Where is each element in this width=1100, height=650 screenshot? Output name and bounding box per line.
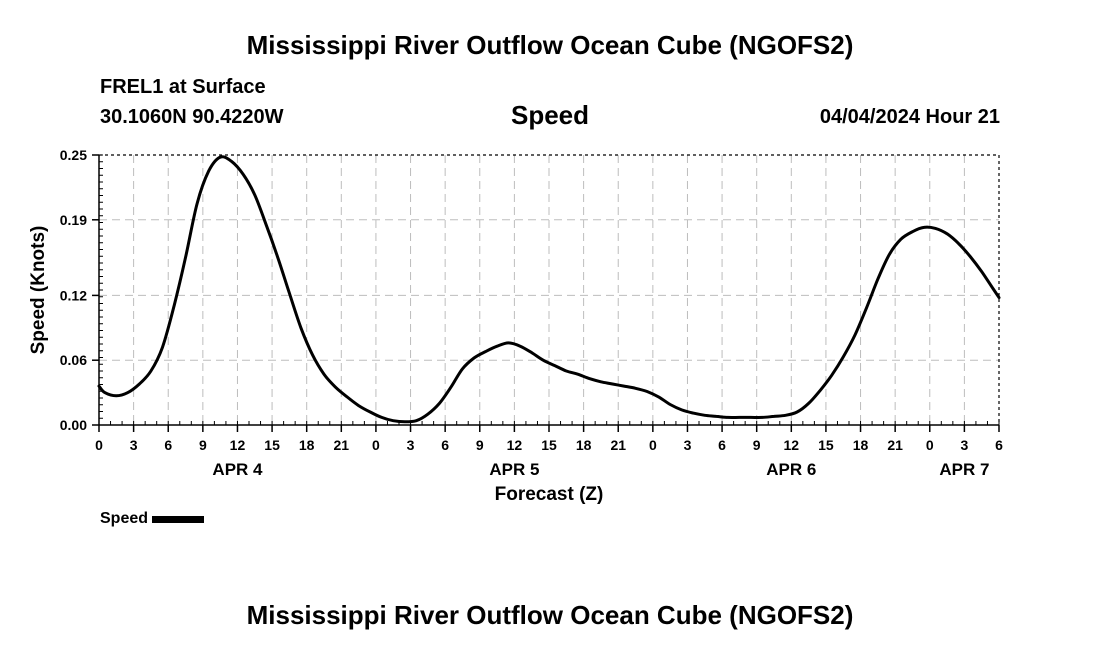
y-tick-label-1: 0.06: [60, 352, 87, 368]
station-label: FREL1 at Surface: [100, 76, 266, 98]
x-tick-label-12: 12: [507, 437, 523, 453]
legend-swatch: [152, 515, 205, 523]
x-tick-label-0: 0: [95, 437, 103, 453]
x-tick-label-5: 15: [264, 437, 280, 453]
x-tick-label-9: 3: [407, 437, 415, 453]
x-tick-label-13: 15: [541, 437, 557, 453]
x-tick-label-18: 6: [718, 437, 726, 453]
x-tick-label-2: 6: [164, 437, 172, 453]
date-label-1: APR 5: [489, 460, 539, 479]
y-tick-label-2: 0.12: [60, 287, 87, 303]
y-tick-label-4: 0.25: [60, 147, 87, 163]
date-label-2: APR 6: [766, 460, 816, 479]
x-tick-label-14: 18: [576, 437, 592, 453]
x-tick-label-23: 21: [887, 437, 903, 453]
x-tick-label-17: 3: [684, 437, 692, 453]
x-tick-label-20: 12: [784, 437, 800, 453]
station-coordinates: 30.1060N 90.4220W: [100, 106, 284, 128]
labels-layer: 0.00 0.06 0.12 0.19 0.25 0 3 6 9 12 15 18 21 0 3 6 9 12 15…: [28, 147, 1003, 505]
x-tick-label-7: 21: [334, 437, 350, 453]
chart-title: Mississippi River Outflow Ocean Cube (NG…: [246, 30, 854, 60]
x-tick-label-24: 0: [926, 437, 934, 453]
y-axis-title: Speed (Knots): [28, 226, 49, 355]
date-label-0: APR 4: [212, 460, 263, 479]
x-tick-label-6: 18: [299, 437, 315, 453]
x-tick-label-10: 6: [441, 437, 449, 453]
series-layer: [97, 155, 1001, 424]
x-tick-label-26: 6: [995, 437, 1003, 453]
axes-layer: [92, 154, 1000, 432]
legend: Speed: [100, 510, 205, 528]
x-tick-label-16: 0: [649, 437, 657, 453]
x-tick-label-11: 9: [476, 437, 484, 453]
x-axis-title: Forecast (Z): [495, 484, 604, 505]
grid-layer: [99, 155, 999, 425]
date-label-3: APR 7: [939, 460, 989, 479]
x-tick-label-3: 9: [199, 437, 207, 453]
legend-label: Speed: [100, 510, 149, 527]
x-tick-label-19: 9: [753, 437, 761, 453]
y-tick-label-0: 0.00: [60, 417, 87, 433]
forecast-datetime: 04/04/2024 Hour 21: [819, 106, 1000, 128]
x-tick-label-15: 21: [610, 437, 626, 453]
x-tick-label-1: 3: [130, 437, 138, 453]
x-tick-label-4: 12: [230, 437, 246, 453]
footer-title: Mississippi River Outflow Ocean Cube (NG…: [246, 600, 854, 630]
y-tick-label-3: 0.19: [60, 212, 87, 228]
variable-title: Speed: [510, 100, 590, 130]
x-tick-label-21: 15: [818, 437, 834, 453]
x-tick-label-25: 3: [960, 437, 968, 453]
x-tick-label-8: 0: [372, 437, 380, 453]
series-line-speed: [97, 155, 1001, 424]
x-tick-label-22: 18: [853, 437, 869, 453]
